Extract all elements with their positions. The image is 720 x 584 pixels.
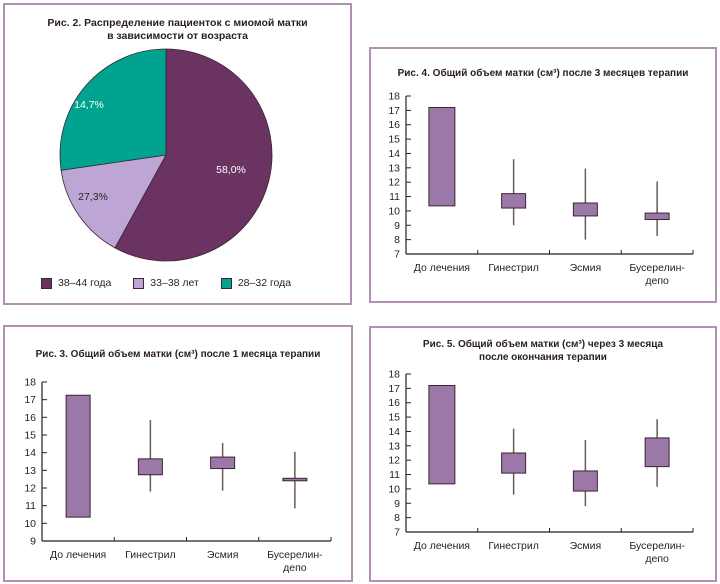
pie-data-label: 14,7%: [74, 99, 104, 111]
y-tick-label: 18: [388, 91, 400, 103]
box: [65, 394, 91, 518]
y-tick-label: 16: [24, 412, 36, 424]
x-category-label: Эсмия: [570, 540, 602, 552]
y-axis: 7 8 9 10 11 12 13 14 15 16 17 18: [388, 91, 411, 261]
y-tick-label: 18: [24, 377, 36, 389]
y-tick-label: 12: [388, 177, 400, 189]
y-tick-label: 12: [388, 455, 400, 467]
y-tick-label: 14: [388, 426, 400, 438]
fig2-pie-chart: 58,0% 27,3% 14,7%: [59, 48, 273, 262]
y-tick-label: 15: [24, 430, 36, 442]
y-tick-label: 14: [388, 148, 400, 160]
y-tick-label: 17: [388, 105, 400, 117]
box: [137, 458, 163, 476]
y-tick-label: 8: [394, 234, 400, 246]
fig5-title: Рис. 5. Общий объем матки (см³) через 3 …: [371, 338, 715, 364]
legend-item-33-38: 33–38 лет: [133, 277, 199, 289]
y-tick-label: 7: [394, 527, 400, 539]
y-tick-label: 18: [388, 369, 400, 381]
y-tick-label: 13: [388, 162, 400, 174]
y-tick-label: 13: [388, 440, 400, 452]
legend-label: 33–38 лет: [150, 277, 199, 289]
fig5-panel: Рис. 5. Общий объем матки (см³) через 3 …: [369, 326, 717, 582]
y-tick-label: 14: [24, 447, 36, 459]
y-tick-label: 9: [30, 536, 36, 548]
y-tick-label: 15: [388, 134, 400, 146]
box: [644, 212, 670, 221]
x-category-label: Эсмия: [207, 549, 239, 561]
box: [282, 477, 308, 482]
x-category-label: Бусерелин-: [267, 549, 323, 561]
y-tick-label: 17: [24, 394, 36, 406]
y-tick-label: 16: [388, 397, 400, 409]
y-tick-label: 11: [25, 500, 36, 512]
fig5-title-line1: Рис. 5. Общий объем матки (см³) через 3 …: [422, 339, 664, 350]
y-tick-label: 7: [394, 249, 400, 261]
box: [210, 456, 236, 470]
y-tick-label: 10: [24, 518, 36, 530]
y-tick-label: 12: [24, 483, 36, 495]
x-category-label: депо: [645, 553, 669, 565]
legend-swatch: [220, 277, 232, 289]
pie-slice: [59, 48, 167, 171]
y-tick-label: 13: [24, 465, 36, 477]
y-tick-label: 9: [394, 220, 400, 232]
pie-slice: [60, 154, 167, 249]
fig2-title-line1: Рис. 2. Распределение пациенток с миомой…: [47, 17, 308, 29]
box: [501, 452, 527, 474]
fig4-box-chart: 7 8 9 10 11 12 13 14 15 16 17 18 До лечения Гинестрил…: [388, 91, 694, 287]
y-tick-label: 15: [388, 412, 400, 424]
fig5-title-line2: после окончания терапии: [479, 352, 607, 363]
legend-item-38-44: 38–44 года: [41, 277, 111, 289]
box: [572, 470, 598, 492]
y-tick-label: 9: [394, 498, 400, 510]
x-category-label: До лечения: [414, 262, 470, 274]
y-tick-label: 17: [388, 383, 400, 395]
x-category-label: Гинестрил: [125, 549, 176, 561]
legend-item-28-32: 28–32 года: [220, 277, 292, 289]
x-category-label: Эсмия: [570, 262, 602, 274]
fig4-title: Рис. 4. Общий объем матки (см³) после 3 …: [397, 68, 689, 79]
fig2-legend: 38–44 года 33–38 лет 28–32 года: [41, 277, 313, 289]
fig5-box-chart: 7 8 9 10 11 12 13 14 15 16 17 18 До лечения Гинестрил…: [388, 369, 694, 565]
fig2-title: Рис. 2. Распределение пациенток с миомой…: [5, 17, 350, 43]
x-category-label: депо: [645, 275, 669, 287]
x-category-label: До лечения: [50, 549, 106, 561]
legend-label: 28–32 года: [237, 277, 292, 289]
fig3-box-chart: 9 10 11 12 13 14 15 16 17 18 До лечения Гинестрил Эс…: [24, 377, 332, 574]
y-tick-label: 11: [389, 191, 400, 203]
box: [428, 384, 456, 485]
fig2-panel: Рис. 2. Распределение пациенток с миомой…: [3, 3, 352, 305]
x-category-label: Гинестрил: [488, 540, 539, 552]
y-tick-label: 11: [389, 469, 400, 481]
box: [428, 106, 456, 207]
x-category-label: Бусерелин-: [629, 262, 685, 274]
fig2-title-line2: в зависимости от возраста: [107, 30, 248, 42]
pie-data-label: 58,0%: [216, 164, 246, 176]
x-category-label: До лечения: [414, 540, 470, 552]
y-axis: 7 8 9 10 11 12 13 14 15 16 17 18: [388, 369, 411, 539]
legend-swatch: [41, 277, 52, 289]
y-tick-label: 10: [388, 205, 400, 217]
box: [644, 437, 670, 468]
y-tick-label: 10: [388, 483, 400, 495]
box: [572, 202, 598, 217]
x-category-label: Гинестрил: [488, 262, 539, 274]
legend-label: 38–44 года: [58, 277, 112, 289]
pie-slice: [114, 48, 273, 262]
y-tick-label: 16: [388, 119, 400, 131]
x-category-label: Бусерелин-: [629, 540, 685, 552]
pie-data-label: 27,3%: [78, 191, 108, 203]
y-axis: 9 10 11 12 13 14 15 16 17 18: [24, 377, 47, 548]
legend-swatch: [133, 277, 145, 289]
box: [501, 193, 527, 209]
y-tick-label: 8: [394, 512, 400, 524]
fig3-title: Рис. 3. Общий объем матки (см³) после 1 …: [35, 349, 321, 360]
fig3-panel: Рис. 3. Общий объем матки (см³) после 1 …: [3, 325, 353, 582]
x-category-label: депо: [283, 562, 307, 574]
fig4-panel: Рис. 4. Общий объем матки (см³) после 3 …: [369, 47, 717, 303]
